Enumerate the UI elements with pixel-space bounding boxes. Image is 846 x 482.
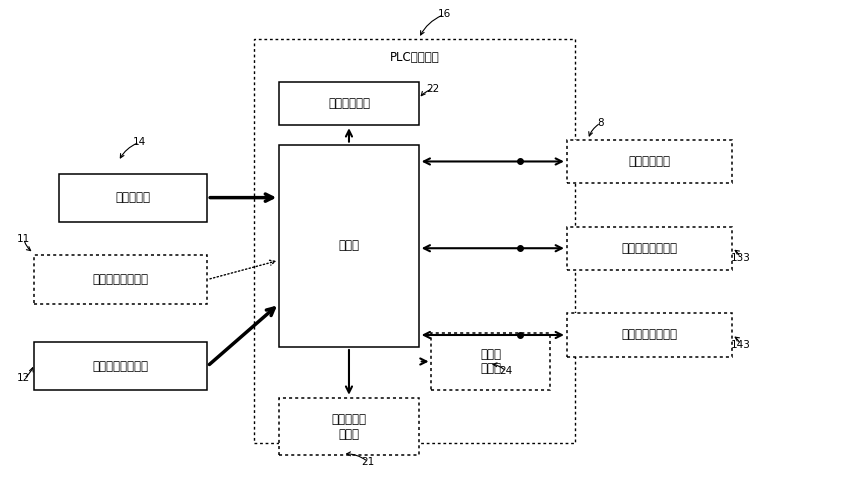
Text: 限位伺服液压油缸: 限位伺服液压油缸 [621,242,678,254]
Text: 第一开度检测装置: 第一开度检测装置 [92,273,149,286]
Bar [279,82,419,125]
Text: 远程通
讯模块: 远程通 讯模块 [481,348,501,375]
Text: 12: 12 [17,374,30,383]
Text: 位移传感器: 位移传感器 [116,191,151,204]
Bar [34,255,207,304]
Bar [59,174,207,222]
Bar [431,333,550,390]
Text: 流量监测模块: 流量监测模块 [328,97,370,110]
Text: 第二开度检测装置: 第二开度检测装置 [92,360,149,373]
Text: 阀门流量计
算模块: 阀门流量计 算模块 [332,413,366,441]
Bar [254,39,575,443]
Text: 处理器: 处理器 [338,240,360,252]
Text: 16: 16 [437,10,451,19]
Bar [279,145,419,347]
Bar [567,227,732,270]
Text: 阀门伸缩油缸: 阀门伸缩油缸 [629,155,670,168]
Bar [279,398,419,455]
Text: 133: 133 [730,253,750,263]
Text: 24: 24 [499,366,513,376]
Bar [34,342,207,390]
Text: 8: 8 [597,118,604,128]
Bar [567,140,732,183]
Text: 143: 143 [730,340,750,349]
Text: 14: 14 [133,137,146,147]
Text: 21: 21 [361,457,375,467]
Text: PLC控制装置: PLC控制装置 [390,52,439,64]
Bar [567,313,732,357]
Text: 限位伺服液压油缸: 限位伺服液压油缸 [621,329,678,341]
Text: 22: 22 [426,84,440,94]
Text: 11: 11 [17,234,30,243]
